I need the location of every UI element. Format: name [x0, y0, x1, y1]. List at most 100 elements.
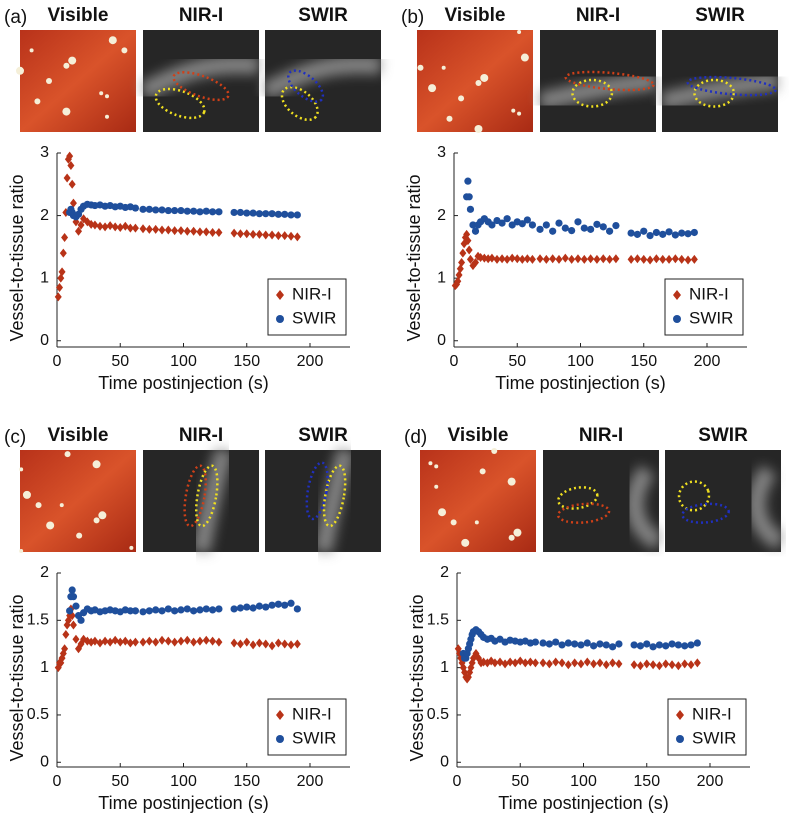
data-point — [539, 639, 547, 647]
data-point — [602, 660, 610, 670]
data-point — [655, 661, 663, 671]
roi — [287, 69, 325, 103]
data-point — [465, 245, 473, 255]
data-point — [91, 636, 99, 646]
image-title: Visible — [48, 425, 109, 446]
data-point — [262, 639, 270, 649]
data-point — [190, 607, 198, 615]
data-point — [121, 636, 129, 646]
data-point — [61, 232, 69, 242]
panel-label: (b) — [401, 7, 424, 28]
data-point — [287, 599, 295, 607]
image-title: NIR-I — [576, 5, 620, 26]
data-point — [171, 226, 179, 236]
data-point — [69, 593, 78, 601]
image-speck — [508, 534, 515, 541]
data-point — [158, 607, 166, 615]
data-point — [508, 253, 516, 263]
y-tick-label: 0 — [40, 753, 49, 770]
data-point — [636, 642, 645, 650]
image-speck — [19, 548, 24, 553]
data-point — [68, 586, 76, 594]
roi — [556, 502, 611, 524]
data-point — [609, 658, 617, 668]
data-point — [552, 657, 560, 667]
roi — [154, 87, 206, 120]
image-speck — [511, 108, 516, 113]
data-point — [215, 605, 223, 613]
image-speck — [34, 98, 41, 105]
data-point — [116, 637, 124, 647]
roi — [172, 71, 230, 102]
data-point — [106, 221, 114, 231]
x-tick-label: 150 — [233, 773, 260, 790]
data-point — [668, 640, 676, 648]
data-point — [209, 636, 217, 646]
data-point — [96, 221, 104, 231]
data-point — [528, 254, 536, 264]
data-point — [177, 226, 185, 236]
data-point — [243, 209, 251, 217]
data-point — [469, 221, 477, 229]
image-speck — [29, 48, 34, 53]
roi — [693, 78, 736, 108]
x-tick-label: 50 — [111, 353, 129, 370]
data-point — [268, 601, 276, 609]
data-point — [196, 606, 204, 614]
image-speck — [92, 460, 101, 469]
data-point — [555, 254, 563, 264]
y-tick-label: 1 — [440, 659, 449, 676]
data-point — [116, 222, 124, 232]
data-point — [580, 254, 588, 264]
image-speck — [434, 464, 439, 469]
legend-label: SWIR — [292, 308, 336, 327]
data-point — [177, 636, 185, 646]
data-point — [236, 639, 244, 649]
data-point — [536, 225, 544, 233]
x-tick-label: 100 — [170, 353, 197, 370]
y-axis-label: Vessel-to-tissue ratio — [7, 174, 27, 341]
y-tick-label: 2 — [40, 564, 49, 581]
data-point — [531, 638, 540, 646]
data-point — [671, 254, 679, 264]
roi — [681, 502, 730, 524]
x-tick-label: 150 — [630, 353, 657, 370]
data-point — [580, 224, 588, 232]
roi — [571, 78, 614, 108]
data-point — [693, 658, 701, 668]
data-point — [274, 210, 282, 218]
data-point — [249, 640, 257, 650]
x-tick-label: 50 — [508, 353, 526, 370]
image-speck — [19, 467, 24, 472]
y-tick-label: 1.5 — [27, 612, 49, 629]
x-tick-label: 100 — [570, 773, 597, 790]
data-point — [66, 151, 74, 161]
panel: (c) Visible NIR-I SWIR 0 0.5 1 1.5 2 0 50 100 150 200… — [4, 425, 381, 813]
legend-marker — [676, 710, 684, 720]
data-point — [518, 220, 526, 228]
data-point — [542, 221, 550, 229]
data-point — [665, 254, 673, 264]
data-point — [72, 602, 80, 610]
data-point — [287, 211, 295, 219]
data-point — [612, 221, 620, 230]
vessel-glow — [314, 447, 355, 554]
data-point — [463, 229, 471, 239]
y-tick-label: 1 — [437, 269, 446, 286]
data-point — [455, 270, 463, 280]
data-point — [583, 657, 591, 667]
y-tick-label: 0.5 — [27, 706, 49, 723]
data-point — [587, 225, 595, 233]
data-point — [202, 635, 210, 645]
data-point — [640, 227, 648, 235]
y-tick-label: 1 — [40, 269, 49, 286]
legend-label: NIR-I — [689, 284, 729, 303]
data-point — [652, 254, 660, 264]
data-point — [126, 223, 134, 233]
data-point — [531, 658, 539, 668]
image-speck — [64, 451, 71, 458]
image-speck — [22, 490, 31, 499]
data-point — [640, 254, 648, 264]
data-point — [593, 254, 601, 264]
data-point — [646, 255, 654, 265]
